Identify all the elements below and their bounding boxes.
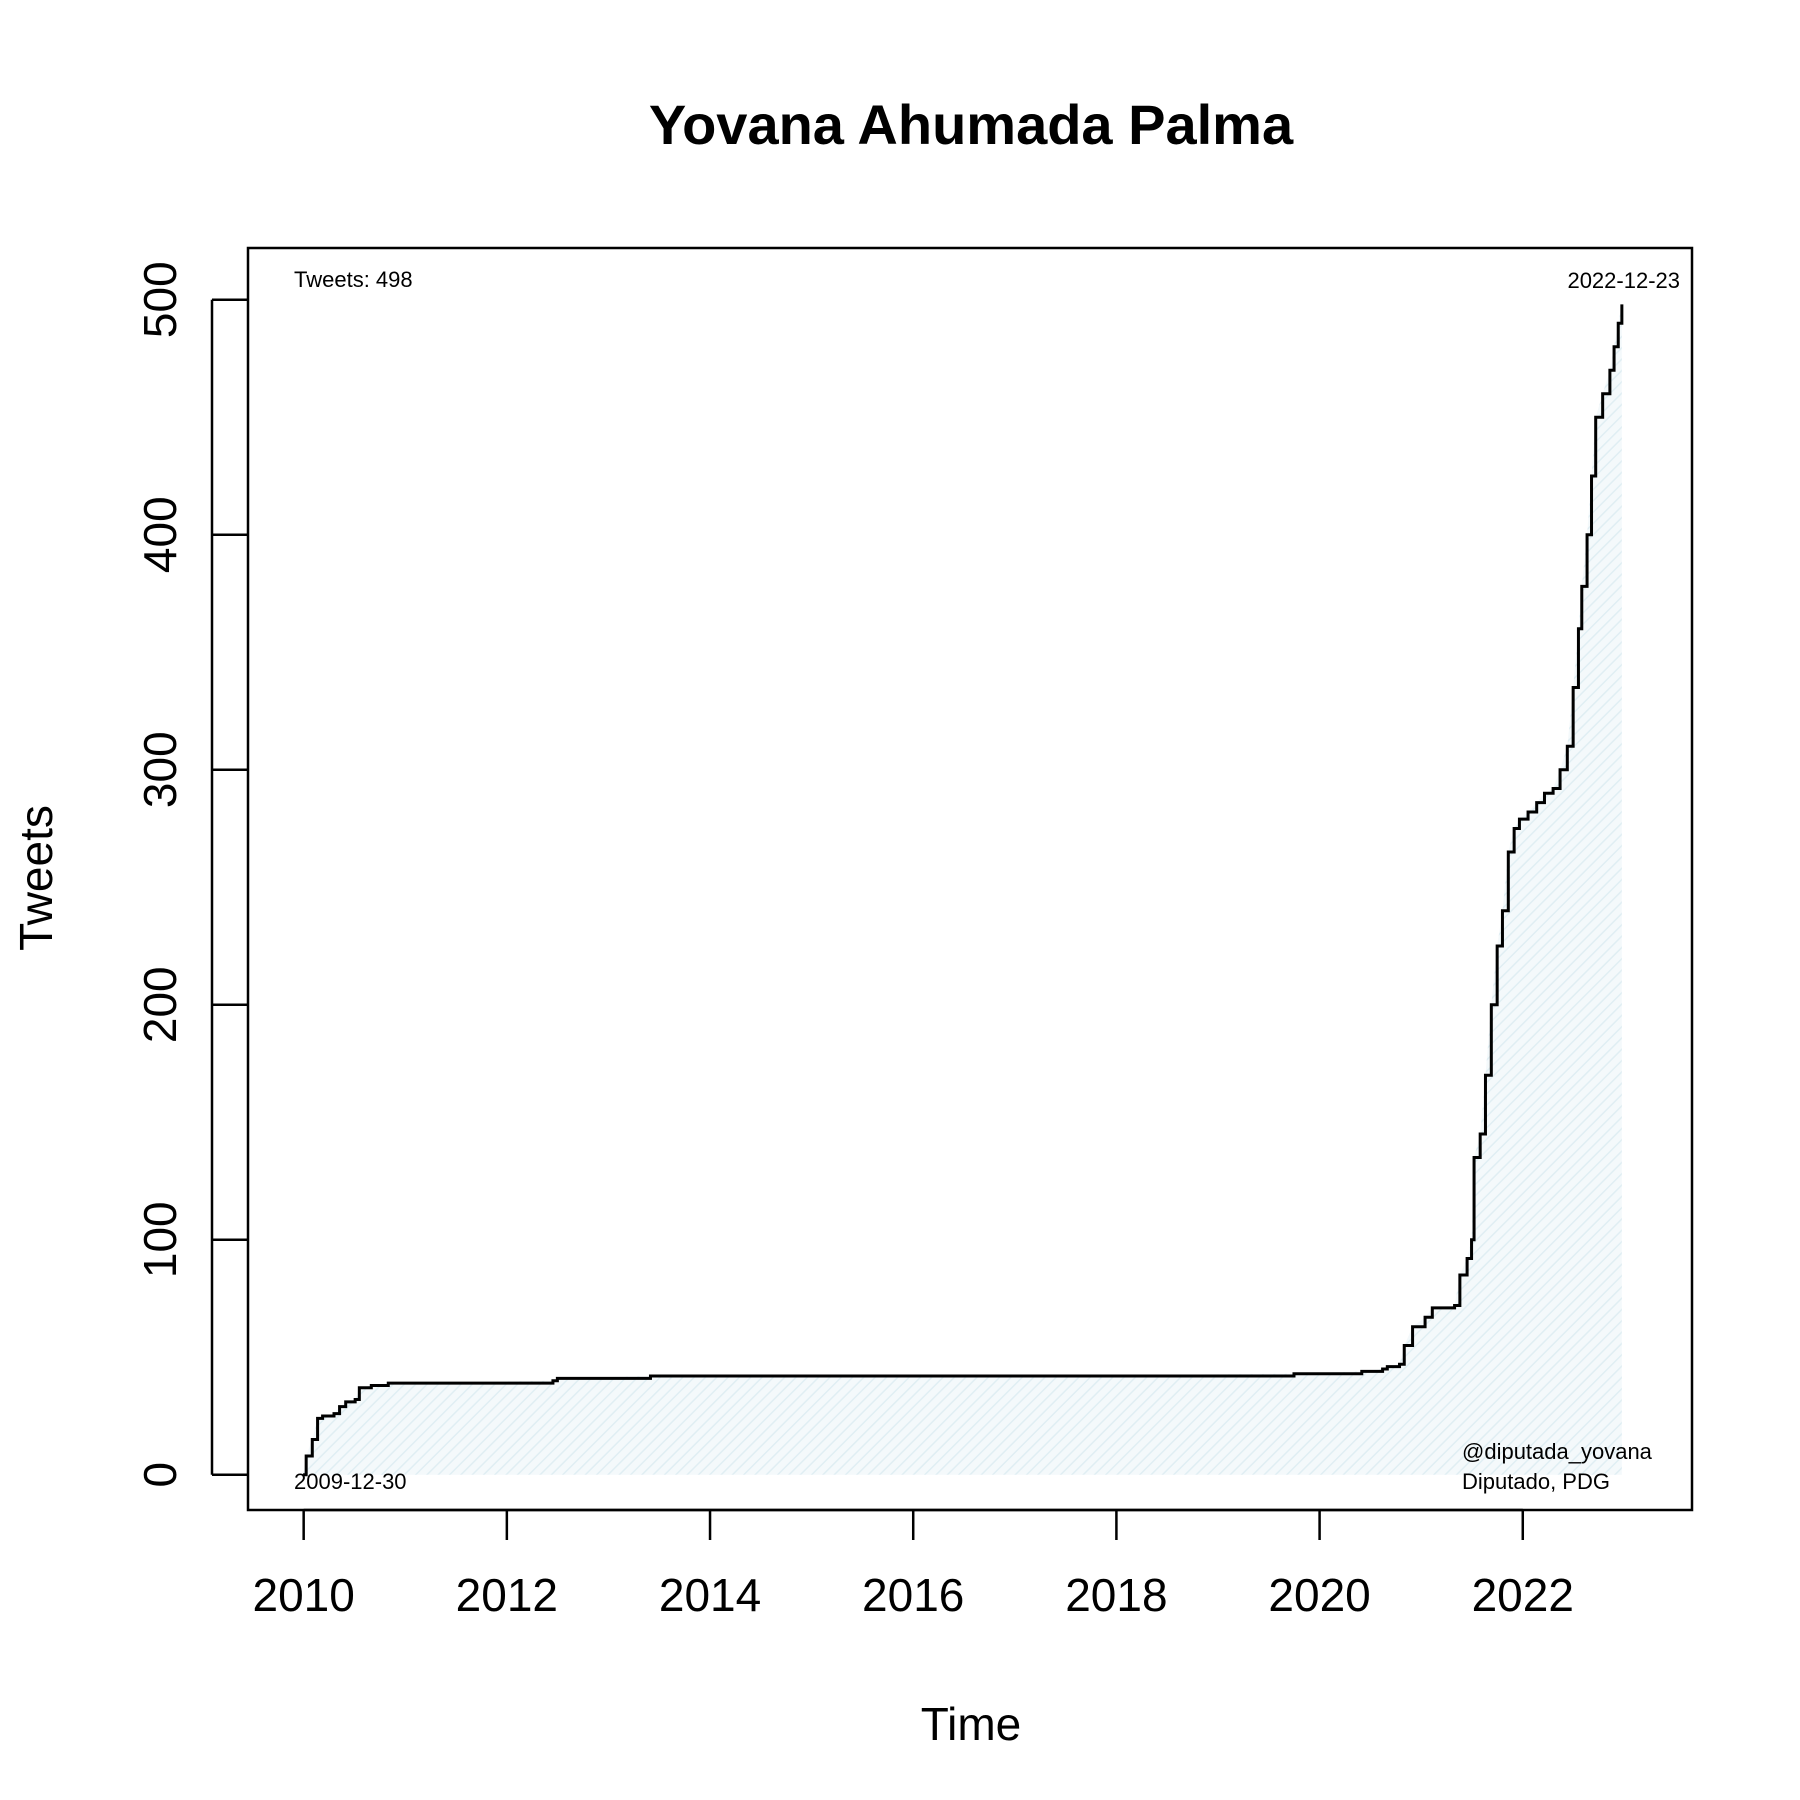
role-label: Diputado, PDG	[1462, 1469, 1610, 1494]
x-tick-label: 2014	[659, 1569, 761, 1621]
y-axis-title: Tweets	[10, 805, 62, 951]
y-tick-label: 400	[134, 496, 186, 573]
handle-label: @diputada_yovana	[1462, 1439, 1653, 1464]
x-tick-label: 2020	[1268, 1569, 1370, 1621]
cumulative-area	[303, 304, 1622, 1475]
chart-title: Yovana Ahumada Palma	[649, 93, 1294, 156]
area-fill-layer	[303, 304, 1622, 1475]
x-tick-label: 2012	[456, 1569, 558, 1621]
end-date-label: 2022-12-23	[1567, 268, 1680, 293]
start-date-label: 2009-12-30	[294, 1469, 407, 1494]
x-axis-title: Time	[921, 1698, 1022, 1750]
y-tick-label: 100	[134, 1201, 186, 1278]
x-tick-label: 2018	[1065, 1569, 1167, 1621]
y-axis: 0 100 200 300 400 500	[134, 261, 248, 1488]
total-tweets-label: Tweets: 498	[294, 267, 413, 292]
y-tick-label: 200	[134, 966, 186, 1043]
series-line-layer	[303, 304, 1624, 1477]
x-tick-label: 2022	[1472, 1569, 1574, 1621]
y-tick-label: 500	[134, 261, 186, 338]
y-tick-label: 300	[134, 731, 186, 808]
series-line	[303, 304, 1624, 1477]
x-tick-label: 2010	[252, 1569, 354, 1621]
x-tick-label: 2016	[862, 1569, 964, 1621]
x-axis: 2010 2012 2014 2016 2018 2020 2022	[252, 1508, 1574, 1621]
y-tick-label: 0	[134, 1462, 186, 1488]
